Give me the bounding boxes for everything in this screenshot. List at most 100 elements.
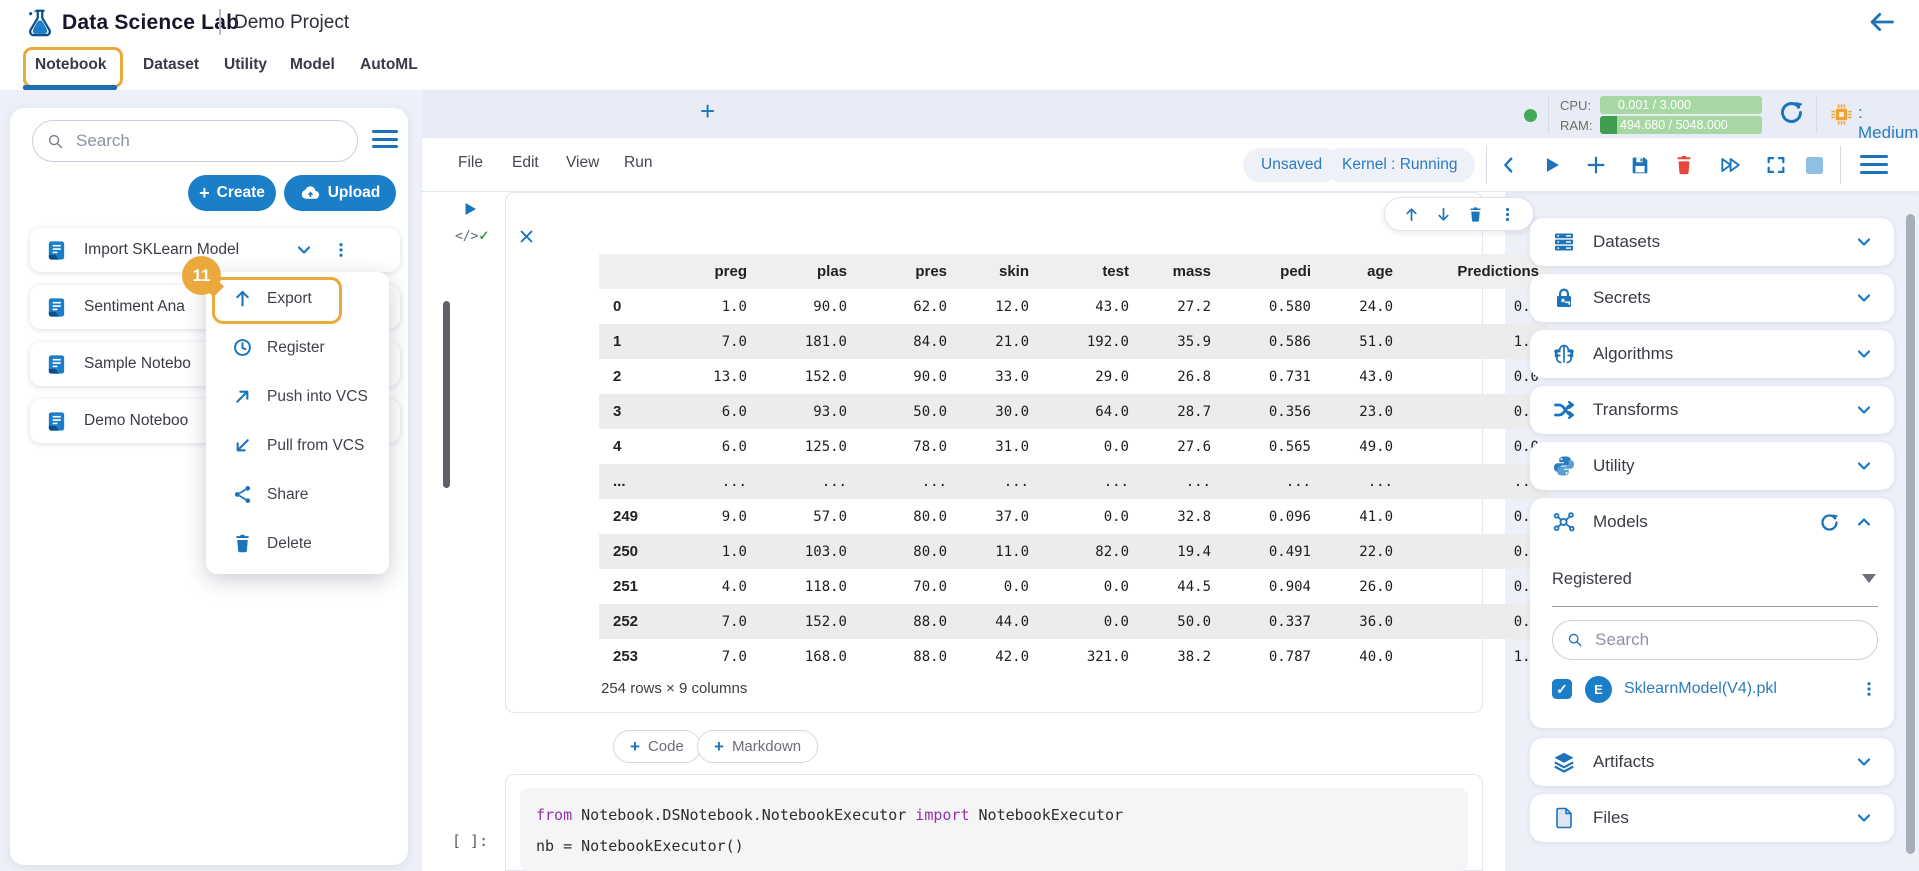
move-cell-down-icon[interactable] [1435,206,1452,223]
executed-check-icon: ✓ [478,228,490,243]
menu-file[interactable]: File [458,154,483,171]
models-search-input[interactable] [1593,629,1863,651]
table-cell: 24.0 [1359,298,1393,315]
new-tab-icon[interactable]: + [700,96,716,126]
create-button[interactable]: + Create [188,175,276,211]
dots-vertical-icon[interactable] [332,241,350,259]
table-cell: 30.0 [995,403,1029,420]
context-menu-item-delete[interactable]: Delete [206,519,389,568]
menu-edit[interactable]: Edit [512,154,539,171]
run-all-icon[interactable] [1718,154,1744,176]
panel-section-header-transforms[interactable]: Transforms [1530,386,1894,434]
context-menu-item-pull-from-vcs[interactable]: Pull from VCS [206,421,389,470]
table-cell: 31.0 [995,438,1029,455]
table-cell: 44.5 [1177,578,1211,595]
table-cell: 43.0 [1359,368,1393,385]
model-checkbox[interactable]: ✓ [1552,679,1572,699]
refresh-resources-icon[interactable] [1778,99,1805,126]
run-cell-icon[interactable] [1541,154,1563,176]
sidebar-scrollbar[interactable] [1906,214,1915,854]
table-cell: 51.0 [1359,333,1393,350]
context-menu-item-share[interactable]: Share [206,470,389,519]
delete-this-cell-icon[interactable] [1467,206,1484,223]
chevron-down-icon[interactable] [1854,232,1874,252]
panel-section-header-utility[interactable]: Utility [1530,442,1894,490]
row-index-cell: ... [613,473,626,490]
add-code-cell-button[interactable]: + Code [613,730,701,763]
notebook-search-input[interactable] [74,130,343,152]
instance-size-label: : Medium [1858,103,1919,142]
table-header-row: preg plas pres skin test mass pedi age Predictio… [599,254,1549,289]
chevron-down-icon[interactable] [1854,752,1874,772]
tab-dataset[interactable]: Dataset [143,56,199,73]
more-options-icon[interactable] [1860,155,1888,175]
context-menu-item-register[interactable]: Register [206,323,389,372]
context-menu-item-label: Push into VCS [267,387,368,405]
notebook-icon [45,239,68,262]
table-cell: 6.0 [721,403,747,420]
upload-button[interactable]: Upload [284,175,396,211]
models-search[interactable] [1552,620,1878,660]
menu-run[interactable]: Run [624,154,653,171]
panel-section-transforms: Transforms [1530,386,1894,434]
table-cell: 13.0 [713,368,747,385]
chevron-down-icon[interactable] [1854,808,1874,828]
cell-options-icon[interactable] [1499,206,1516,223]
step-back-icon[interactable] [1498,154,1520,176]
list-menu-icon[interactable] [372,130,398,152]
delete-cell-icon[interactable] [1673,154,1695,176]
chevron-down-icon[interactable] [294,240,314,260]
menubar-end-divider [1840,146,1841,184]
move-cell-up-icon[interactable] [1403,206,1420,223]
table-cell: 37.0 [995,508,1029,525]
table-row: 0 1.0 90.0 62.0 12.0 43.0 27.2 0.580 24.0 0.0 [599,289,1549,324]
menu-view[interactable]: View [566,154,600,171]
table-cell: 152.0 [804,613,847,630]
tab-automl[interactable]: AutoML [360,56,418,73]
panel-section-header-algorithms[interactable]: Algorithms [1530,330,1894,378]
notebook-search[interactable] [32,120,358,162]
tab-utility[interactable]: Utility [224,56,268,73]
chevron-up-icon[interactable] [1854,512,1874,532]
registered-filter-dropdown[interactable]: Registered [1552,570,1878,598]
code-cell[interactable]: from Notebook.DSNotebook.NotebookExecuto… [505,774,1483,871]
cloud-upload-icon [300,183,321,204]
tab-model[interactable]: Model [290,56,335,73]
run-this-cell-icon[interactable] [461,200,479,218]
status-dot [1524,109,1537,122]
code-editor[interactable]: from Notebook.DSNotebook.NotebookExecuto… [520,788,1468,871]
clear-output-icon[interactable] [518,228,535,245]
chevron-down-icon[interactable] [1854,344,1874,364]
stop-kernel-icon[interactable] [1806,157,1823,174]
table-row: 251 4.0 118.0 70.0 0.0 0.0 44.5 0.904 26.0 0.0 [599,569,1549,604]
panel-section-header-datasets[interactable]: Datasets [1530,218,1894,266]
panel-section-header-artifacts[interactable]: Artifacts [1530,738,1894,786]
model-name-link[interactable]: SklearnModel(V4).pkl [1624,680,1777,697]
chevron-down-icon[interactable] [1854,288,1874,308]
refresh-icon[interactable] [1819,512,1840,533]
panel-section-label: Transforms [1593,400,1679,419]
add-markdown-cell-button[interactable]: + Markdown [697,730,819,763]
table-row: 1 7.0 181.0 84.0 21.0 192.0 35.9 0.586 51.0 1.0 [599,324,1549,359]
fullscreen-icon[interactable] [1765,154,1787,176]
chevron-down-icon[interactable] [1854,400,1874,420]
panel-section-label: Files [1593,808,1629,827]
tab-notebook[interactable]: Notebook [35,56,107,73]
panel-section-header-models[interactable]: Models [1530,498,1894,546]
panel-section-header-secrets[interactable]: Secrets [1530,274,1894,322]
table-row: 250 1.0 103.0 80.0 11.0 82.0 19.4 0.491 22.0 0.0 [599,534,1549,569]
context-menu-item-push-into-vcs[interactable]: Push into VCS [206,372,389,421]
table-cell: 0.337 [1268,613,1311,630]
model-options-icon[interactable] [1860,680,1878,698]
save-notebook-icon[interactable] [1629,154,1651,176]
add-cell-icon[interactable] [1585,154,1607,176]
table-cell: 0.565 [1268,438,1311,455]
context-menu-item-export[interactable]: Export [206,274,389,323]
notebook-scrollbar[interactable] [443,301,450,488]
model-list-item[interactable]: ✓ E SklearnModel(V4).pkl [1552,672,1878,706]
register-icon [232,337,253,358]
back-arrow-icon[interactable] [1868,8,1896,36]
panel-section-header-files[interactable]: Files [1530,794,1894,842]
chevron-down-icon[interactable] [1854,456,1874,476]
table-cell: 27.6 [1177,438,1211,455]
